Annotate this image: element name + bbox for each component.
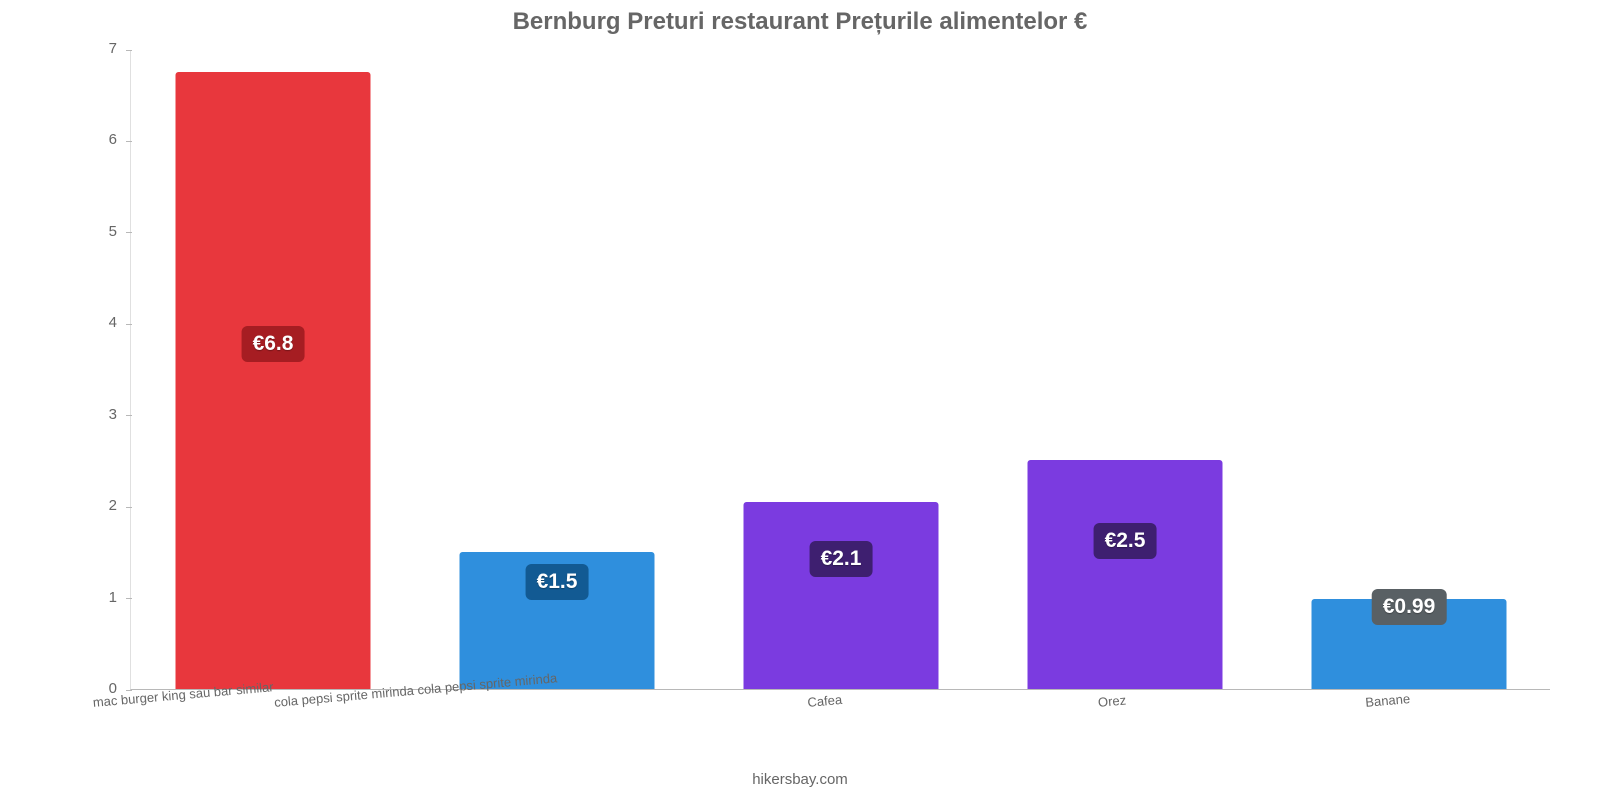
y-tick-label: 2 — [77, 497, 117, 514]
chart-container: Bernburg Preturi restaurant Prețurile al… — [0, 0, 1600, 800]
bar-slot: €1.5cola pepsi sprite mirinda cola pepsi… — [415, 50, 699, 689]
value-badge: €6.8 — [242, 326, 305, 362]
y-tick-label: 6 — [77, 131, 117, 148]
bar-slot: €2.5Orez — [983, 50, 1267, 689]
value-badge: €0.99 — [1372, 589, 1447, 625]
y-tick-label: 1 — [77, 589, 117, 606]
y-tick-label: 4 — [77, 314, 117, 331]
x-axis-label: Banane — [1364, 685, 1410, 710]
value-badge: €1.5 — [526, 564, 589, 600]
bar — [1028, 460, 1223, 689]
bar-slot: €6.8mac burger king sau bar similar — [131, 50, 415, 689]
plot-area: 01234567€6.8mac burger king sau bar simi… — [130, 50, 1550, 690]
x-axis-label: Orez — [1097, 687, 1127, 710]
value-badge: €2.1 — [810, 541, 873, 577]
chart-title: Bernburg Preturi restaurant Prețurile al… — [0, 8, 1600, 36]
bar-slot: €2.1Cafea — [699, 50, 983, 689]
bar-slot: €0.99Banane — [1267, 50, 1551, 689]
bar — [176, 72, 371, 689]
bar — [744, 502, 939, 689]
value-badge: €2.5 — [1094, 523, 1157, 559]
y-tick-label: 5 — [77, 223, 117, 240]
y-tick-label: 3 — [77, 406, 117, 423]
y-tick-label: 7 — [77, 40, 117, 57]
x-axis-label: Cafea — [806, 686, 842, 710]
credit-text: hikersbay.com — [0, 771, 1600, 788]
